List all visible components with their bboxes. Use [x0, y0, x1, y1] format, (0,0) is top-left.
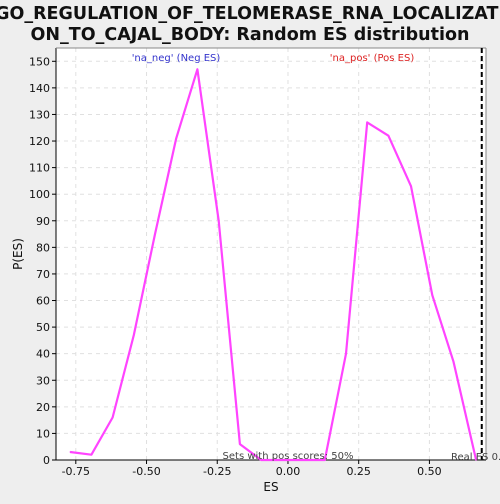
y-tick-label: 150	[29, 55, 50, 68]
es-data-point	[324, 459, 326, 461]
y-tick-label: 50	[36, 321, 50, 334]
real-es-annotation: Real ES 0.	[451, 452, 500, 463]
y-tick-label: 60	[36, 295, 50, 308]
y-tick-label: 30	[36, 374, 50, 387]
x-tick-label: -0.50	[132, 465, 160, 478]
y-axis-label: P(ES)	[11, 238, 25, 270]
es-data-point	[431, 294, 433, 296]
es-data-point	[239, 443, 241, 445]
es-data-point	[218, 220, 220, 222]
chart-title-line-2: ON_TO_CAJAL_BODY: Random ES distribution	[31, 25, 470, 45]
plot-area	[56, 48, 486, 460]
y-tick-label: 120	[29, 135, 50, 148]
y-tick-label: 20	[36, 401, 50, 414]
y-tick-label: 70	[36, 268, 50, 281]
es-data-point	[345, 353, 347, 355]
es-data-point	[111, 416, 114, 419]
es-distribution-line	[69, 68, 478, 462]
y-tick-label: 90	[36, 215, 50, 228]
x-tick-label: 0.25	[346, 465, 371, 478]
y-tick-label: 80	[36, 241, 50, 254]
y-tick-label: 10	[36, 427, 50, 440]
es-data-point	[387, 135, 390, 137]
y-tick-label: 100	[29, 188, 50, 201]
y-tick-label: 130	[29, 108, 50, 121]
y-tick-label: 0	[43, 454, 50, 467]
es-data-point	[260, 459, 262, 461]
es-data-point	[133, 334, 135, 336]
es-data-point	[281, 459, 283, 461]
y-tick-label: 110	[29, 162, 50, 175]
es-data-point	[69, 451, 71, 453]
chart-title-line-1: GO_REGULATION_OF_TELOMERASE_RNA_LOCALIZA…	[0, 4, 500, 24]
es-data-point	[452, 361, 455, 363]
neg-es-annotation: 'na_neg' (Neg ES)	[132, 53, 221, 64]
y-tick-label: 40	[36, 348, 50, 361]
x-tick-label: 0.00	[276, 465, 301, 478]
es-data-point	[366, 121, 368, 124]
x-tick-label: -0.75	[62, 465, 90, 478]
es-data-point	[410, 185, 412, 187]
x-tick-label: 0.50	[417, 465, 442, 478]
y-tick-label: 140	[29, 82, 50, 95]
es-data-point	[90, 454, 92, 456]
es-data-point	[175, 137, 177, 139]
pos-es-annotation: 'na_pos' (Pos ES)	[330, 53, 415, 64]
es-data-point	[475, 459, 477, 461]
es-data-point	[154, 233, 156, 235]
x-axis-label: ES	[263, 480, 278, 494]
es-data-point	[196, 68, 199, 70]
x-tick-label: -0.25	[203, 465, 231, 478]
pos-scores-annotation: Sets with pos scores: 50%	[223, 451, 354, 462]
es-data-point	[302, 459, 305, 461]
